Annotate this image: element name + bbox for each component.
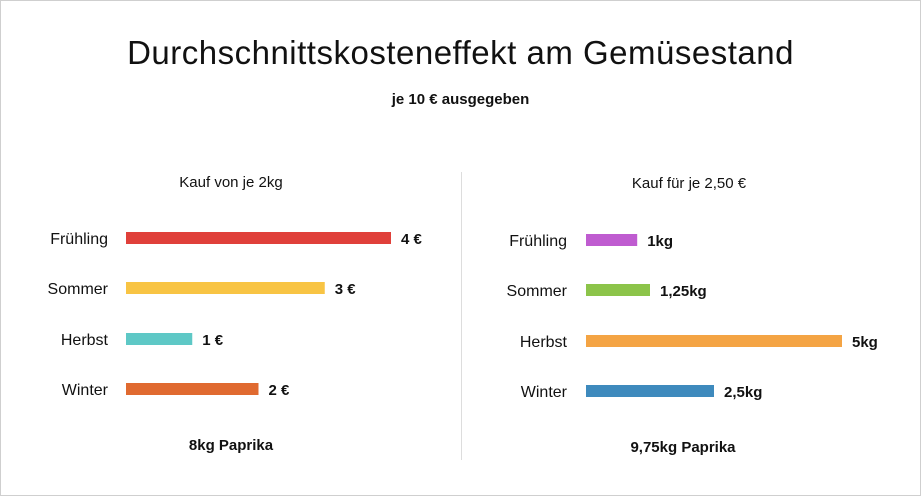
left-bar	[126, 333, 193, 345]
right-bar	[586, 234, 638, 246]
right-bar	[586, 284, 650, 296]
panel-divider	[461, 172, 462, 460]
left-value-label: 4 €	[401, 231, 423, 248]
left-value-label: 1 €	[202, 332, 224, 349]
right-category-label: Winter	[521, 384, 568, 401]
left-bar	[126, 383, 259, 395]
right-bar	[586, 385, 714, 397]
right-value-label: 1kg	[647, 233, 673, 250]
chart-title: Durchschnittskosteneffekt am Gemüsestand	[127, 34, 794, 71]
right-value-label: 2,5kg	[724, 384, 762, 401]
left-value-label: 2 €	[269, 382, 291, 399]
left-value-label: 3 €	[335, 281, 357, 298]
right-panel-footer: 9,75kg Paprika	[630, 439, 736, 456]
left-category-label: Winter	[62, 382, 109, 399]
left-bar	[126, 282, 325, 294]
left-category-label: Frühling	[50, 231, 108, 248]
chart-subtitle: je 10 € ausgegeben	[391, 91, 530, 108]
right-panel-title: Kauf für je 2,50 €	[631, 175, 747, 192]
left-bar	[126, 232, 391, 244]
right-category-label: Frühling	[509, 233, 567, 250]
right-value-label: 1,25kg	[660, 283, 707, 300]
left-panel-footer: 8kg Paprika	[188, 437, 274, 454]
left-category-label: Sommer	[48, 281, 109, 298]
left-category-label: Herbst	[61, 332, 109, 349]
right-category-label: Herbst	[520, 334, 568, 351]
right-bar	[586, 335, 842, 347]
right-value-label: 5kg	[852, 334, 878, 351]
right-category-label: Sommer	[507, 283, 568, 300]
left-panel-title: Kauf von je 2kg	[179, 174, 283, 191]
